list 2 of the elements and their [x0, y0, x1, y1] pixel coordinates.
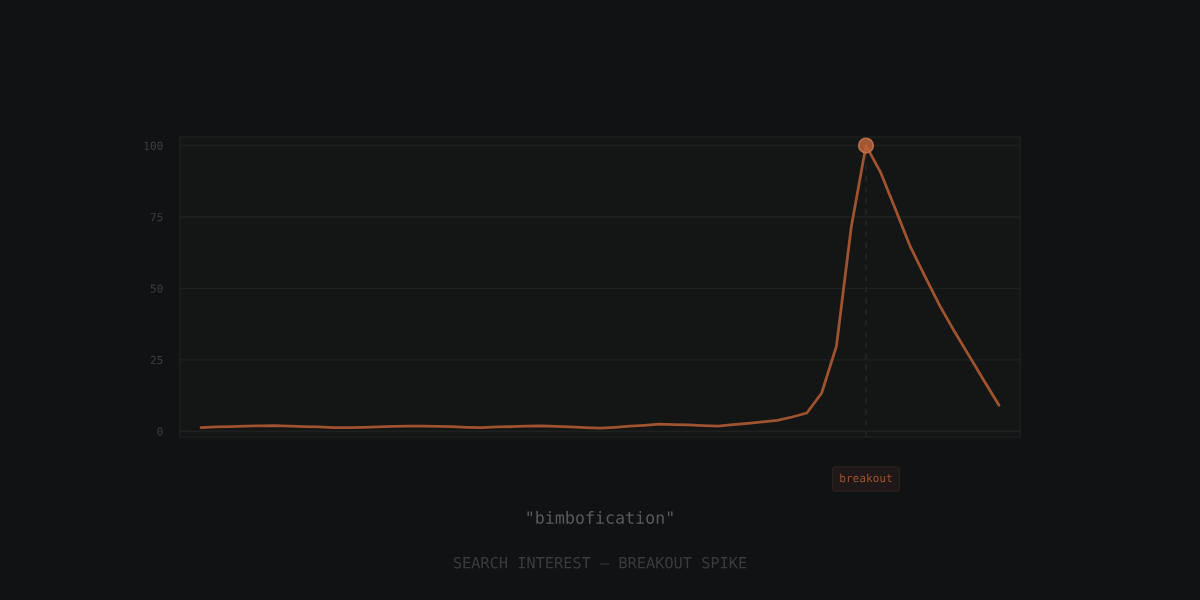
text: breakout: [840, 473, 892, 483]
x-axis-title: "bimbofication": [527, 510, 673, 524]
